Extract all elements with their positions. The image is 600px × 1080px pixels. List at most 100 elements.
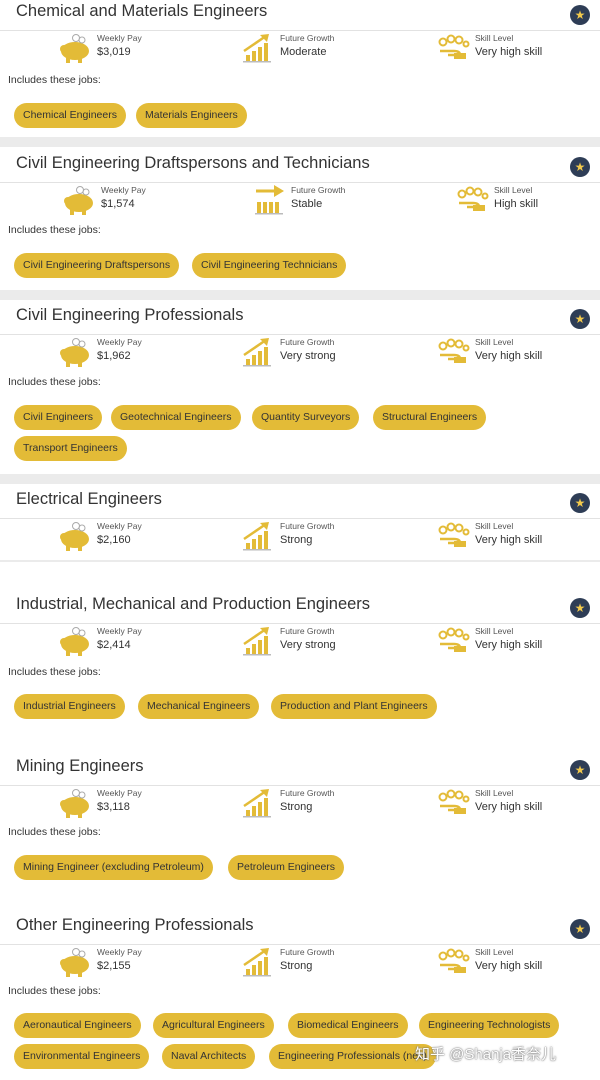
piggy-bank-icon [62,185,96,220]
includes-jobs-label: Includes these jobs: [8,224,101,236]
gears-hand-icon [438,626,470,659]
pay-value: $3,118 [97,801,130,813]
job-pill[interactable]: Biomedical Engineers [288,1013,408,1038]
includes-jobs-label: Includes these jobs: [8,376,101,388]
divider [0,334,600,335]
star-icon[interactable]: ★ [570,309,590,329]
divider [0,518,600,519]
skill-label: Skill Level [475,947,514,957]
skill-value: Very high skill [475,350,543,362]
pay-label: Weekly Pay [97,521,142,531]
job-pill[interactable]: Transport Engineers [14,436,127,461]
job-pill[interactable]: Mechanical Engineers [138,694,260,719]
skill-value: Very high skill [475,960,543,972]
gears-hand-icon [438,947,470,980]
growth-label: Future Growth [280,33,335,43]
star-icon[interactable]: ★ [570,919,590,939]
divider [0,944,600,945]
occupation-title[interactable]: Other Engineering Professionals [16,916,254,934]
occupation-title[interactable]: Chemical and Materials Engineers [16,2,268,20]
occupation-title[interactable]: Industrial, Mechanical and Production En… [16,595,371,613]
pay-label: Weekly Pay [101,185,146,195]
growth-chart-icon [242,947,274,982]
gears-hand-icon [438,788,470,821]
growth-chart-icon [242,337,274,372]
growth-label: Future Growth [280,626,335,636]
pay-label: Weekly Pay [97,33,142,43]
job-pill[interactable]: Naval Architects [162,1044,256,1069]
job-pill[interactable]: Environmental Engineers [14,1044,150,1069]
pay-value: $1,962 [97,350,131,362]
job-pill[interactable]: Geotechnical Engineers [111,405,241,430]
divider [0,623,600,624]
skill-label: Skill Level [475,626,514,636]
gears-hand-icon [438,33,470,66]
job-pill[interactable]: Civil Engineering Technicians [192,253,347,278]
pay-value: $2,160 [97,534,131,546]
star-icon[interactable]: ★ [570,760,590,780]
growth-label: Future Growth [280,521,335,531]
card-separator [0,137,600,147]
growth-label: Future Growth [280,337,335,347]
growth-value: Very strong [280,639,336,651]
growth-value: Moderate [280,46,327,58]
job-pill[interactable]: Materials Engineers [136,103,247,128]
job-pill[interactable]: Civil Engineering Draftspersons [14,253,180,278]
occupation-title[interactable]: Civil Engineering Draftspersons and Tech… [16,154,370,172]
job-pill[interactable]: Structural Engineers [373,405,487,430]
job-pill[interactable]: Engineering Technologists [419,1013,560,1038]
piggy-bank-icon [58,947,92,982]
piggy-bank-icon [58,33,92,68]
job-pill[interactable]: Chemical Engineers [14,103,126,128]
divider [0,785,600,786]
skill-value: Very high skill [475,534,543,546]
gears-hand-icon [438,337,470,370]
gears-hand-icon [438,521,470,554]
job-pill[interactable]: Industrial Engineers [14,694,125,719]
occupation-title[interactable]: Mining Engineers [16,757,144,775]
includes-jobs-label: Includes these jobs: [8,666,101,678]
star-icon[interactable]: ★ [570,493,590,513]
growth-value: Strong [280,534,313,546]
growth-label: Future Growth [291,185,346,195]
job-pill[interactable]: Aeronautical Engineers [14,1013,141,1038]
job-pill[interactable]: Production and Plant Engineers [271,694,437,719]
growth-chart-icon [242,521,274,556]
job-pill[interactable]: Mining Engineer (excluding Petroleum) [14,855,213,880]
job-pill[interactable]: Agricultural Engineers [153,1013,274,1038]
growth-value: Strong [280,960,313,972]
divider [0,30,600,31]
pay-label: Weekly Pay [97,626,142,636]
includes-jobs-label: Includes these jobs: [8,985,101,997]
skill-value: Very high skill [475,46,543,58]
growth-chart-icon [242,788,274,823]
job-pill[interactable]: Civil Engineers [14,405,103,430]
card-separator [0,290,600,300]
growth-chart-icon [242,33,274,68]
pay-value: $2,414 [97,639,131,651]
pay-value: $2,155 [97,960,131,972]
occupation-title[interactable]: Electrical Engineers [16,490,162,508]
pay-value: $3,019 [97,46,131,58]
star-icon[interactable]: ★ [570,157,590,177]
pay-label: Weekly Pay [97,337,142,347]
skill-value: Very high skill [475,801,543,813]
job-pill[interactable]: Engineering Professionals (nec) [269,1044,436,1069]
skill-label: Skill Level [475,521,514,531]
job-pill[interactable]: Petroleum Engineers [228,855,345,880]
piggy-bank-icon [58,337,92,372]
growth-value: Stable [291,198,323,210]
divider [0,182,600,183]
job-pill[interactable]: Quantity Surveyors [252,405,360,430]
gears-hand-icon [457,185,489,218]
skill-value: High skill [494,198,539,210]
star-icon[interactable]: ★ [570,5,590,25]
card-separator [0,560,600,562]
occupation-title[interactable]: Civil Engineering Professionals [16,306,244,324]
pay-label: Weekly Pay [97,788,142,798]
skill-label: Skill Level [475,337,514,347]
piggy-bank-icon [58,521,92,556]
pay-label: Weekly Pay [97,947,142,957]
skill-label: Skill Level [475,33,514,43]
star-icon[interactable]: ★ [570,598,590,618]
